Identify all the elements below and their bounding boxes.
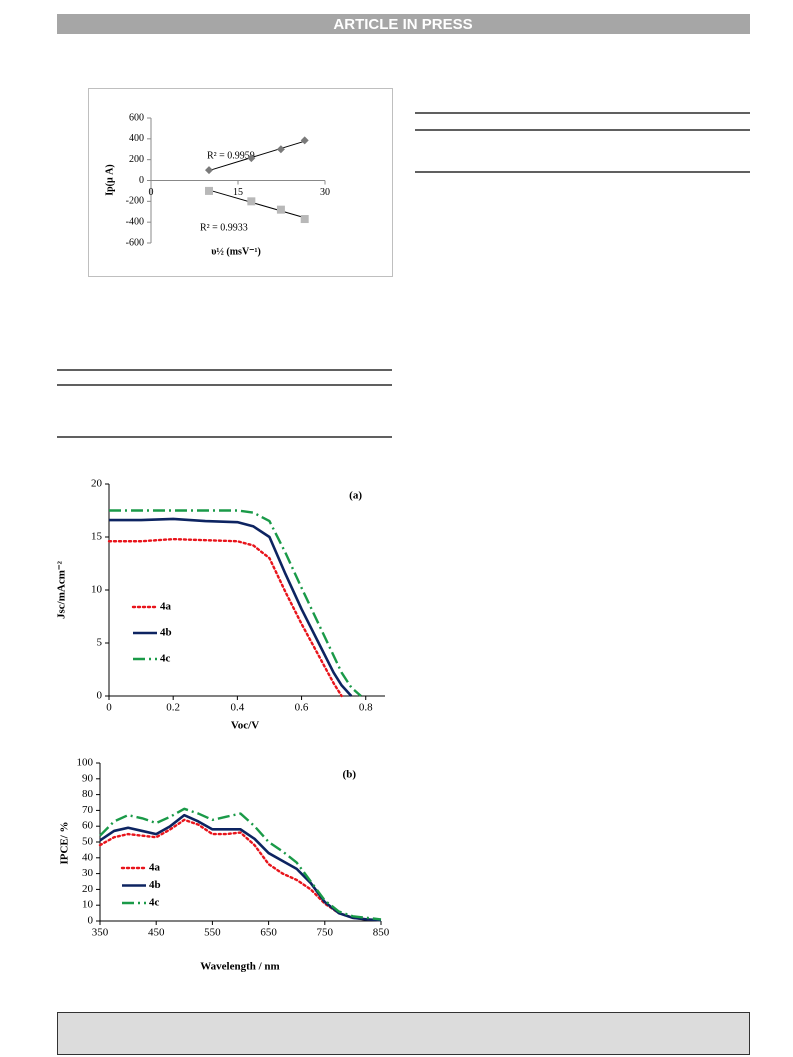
- y-tick-label: 600: [129, 112, 144, 123]
- x-tick-label: 30: [320, 187, 330, 198]
- annotation: R² = 0.9959: [207, 150, 255, 161]
- point: [247, 154, 256, 163]
- trendline: [208, 140, 305, 172]
- chart-frame: [88, 88, 393, 277]
- y-tick-label: 90: [82, 772, 94, 784]
- legend-label: 4c: [149, 897, 160, 909]
- series-line: [109, 517, 353, 697]
- y-tick-label: -600: [126, 237, 144, 248]
- y-tick-label: 50: [82, 836, 94, 848]
- point: [300, 215, 309, 224]
- y-axis-label: Jsc/mAcm⁻²: [56, 560, 68, 619]
- header-bar: [57, 14, 750, 34]
- x-tick-label: 350: [92, 927, 109, 939]
- x-tick-label: 15: [233, 187, 243, 198]
- point: [205, 166, 213, 175]
- x-tick-label: 0.2: [166, 702, 180, 714]
- y-tick-label: 20: [82, 883, 94, 895]
- y-tick-label: 70: [82, 804, 94, 816]
- legend-label: 4b: [160, 627, 172, 639]
- point: [276, 205, 285, 214]
- series-line: [99, 807, 382, 921]
- x-tick-label: 0: [106, 702, 112, 714]
- annotation: (a): [349, 490, 362, 502]
- series-line: [99, 813, 382, 922]
- x-tick-label: 450: [148, 927, 165, 939]
- y-tick-label: 5: [97, 637, 103, 649]
- point: [300, 136, 309, 145]
- y-tick-label: 0: [88, 915, 94, 927]
- y-tick-label: 15: [91, 531, 103, 543]
- x-tick-label: 0.8: [359, 702, 373, 714]
- x-tick-label: 0.4: [230, 702, 244, 714]
- series-line: [109, 509, 362, 697]
- x-tick-label: 850: [373, 927, 390, 939]
- x-tick-label: 0.6: [295, 702, 309, 714]
- trendline: [208, 189, 305, 219]
- x-tick-label: 550: [204, 927, 221, 939]
- legend-label: 4a: [149, 862, 161, 874]
- y-tick-label: 0: [97, 690, 103, 702]
- y-tick-label: 400: [129, 133, 144, 144]
- point: [247, 197, 256, 206]
- legend-label: 4b: [149, 879, 161, 891]
- y-tick-label: 40: [82, 851, 94, 863]
- y-tick-label: 60: [82, 820, 94, 832]
- y-tick-label: 10: [82, 899, 94, 911]
- y-tick-label: 20: [91, 478, 103, 490]
- y-axis-label: IPCE/ %: [59, 821, 71, 864]
- y-tick-label: 10: [91, 584, 103, 596]
- y-tick-label: 80: [82, 788, 94, 800]
- y-tick-label: 30: [82, 867, 94, 879]
- y-axis-label: Ip(μ A): [104, 164, 115, 196]
- point: [276, 145, 285, 154]
- x-axis-label: Voc/V: [231, 720, 259, 732]
- series-line: [107, 537, 343, 698]
- y-tick-label: -400: [126, 216, 144, 227]
- x-axis-label: Wavelength / nm: [200, 961, 279, 973]
- point: [205, 186, 213, 195]
- y-tick-label: 0: [139, 175, 144, 186]
- y-tick-label: 100: [77, 757, 94, 769]
- x-tick-label: 0: [149, 187, 154, 198]
- legend-label: 4c: [160, 653, 171, 665]
- annotation: (b): [343, 769, 357, 781]
- table-rules: [57, 112, 750, 438]
- y-tick-label: 200: [129, 154, 144, 165]
- series-line: [98, 818, 383, 922]
- header-text: ARTICLE IN PRESS: [333, 16, 472, 33]
- footer-box: [57, 1012, 750, 1055]
- y-tick-label: -200: [126, 196, 144, 207]
- legend-label: 4a: [160, 601, 172, 613]
- x-tick-label: 650: [260, 927, 277, 939]
- annotation: R² = 0.9933: [200, 222, 248, 233]
- x-axis-label: υ½ (msV⁻¹): [211, 246, 261, 257]
- x-tick-label: 750: [317, 927, 334, 939]
